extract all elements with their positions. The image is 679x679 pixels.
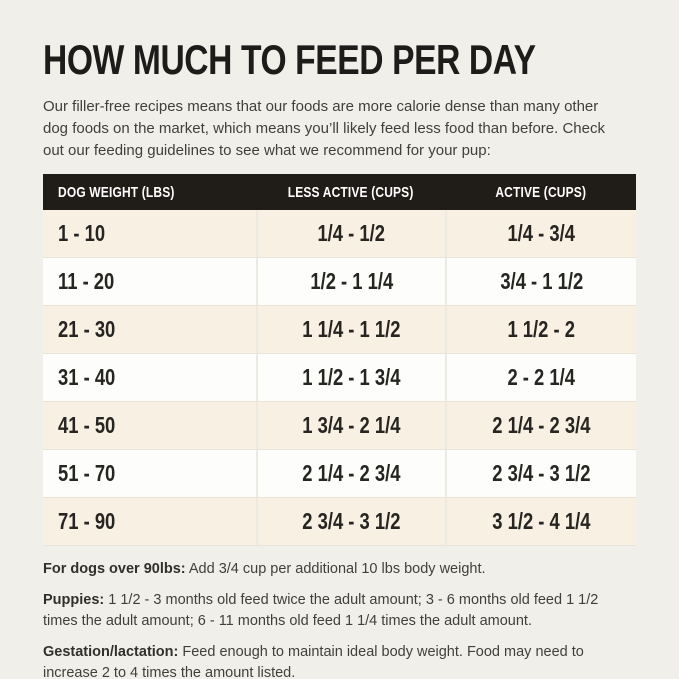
cell-less-active: 1 3/4 - 2 1/4: [256, 402, 445, 449]
note-over-90lbs: For dogs over 90lbs: Add 3/4 cup per add…: [43, 559, 633, 580]
cell-active: 3 1/2 - 4 1/4: [445, 498, 636, 545]
note-puppies-label: Puppies:: [43, 592, 105, 608]
feeding-guide-page: HOW MUCH TO FEED PER DAY Our filler-free…: [0, 36, 679, 679]
note-over-90lbs-text: Add 3/4 cup per additional 10 lbs body w…: [188, 561, 486, 577]
note-gestation-text: Feed enough to maintain ideal body weigh…: [43, 644, 584, 679]
table-row: 21 - 30 1 1/4 - 1 1/2 1 1/2 - 2: [43, 306, 636, 354]
cell-less-active: 1/4 - 1/2: [256, 210, 445, 257]
cell-weight: 21 - 30: [58, 316, 116, 342]
table-row: 31 - 40 1 1/2 - 1 3/4 2 - 2 1/4: [43, 354, 636, 402]
cell-active: 1/4 - 3/4: [445, 210, 636, 257]
footnotes: For dogs over 90lbs: Add 3/4 cup per add…: [43, 559, 633, 679]
cell-weight: 41 - 50: [58, 412, 116, 438]
table-row: 11 - 20 1/2 - 1 1/4 3/4 - 1 1/2: [43, 258, 636, 306]
cell-weight: 71 - 90: [58, 508, 116, 534]
cell-active: 2 3/4 - 3 1/2: [445, 450, 636, 497]
cell-weight: 11 - 20: [58, 268, 115, 294]
cell-less-active: 2 3/4 - 3 1/2: [256, 498, 445, 545]
note-gestation: Gestation/lactation: Feed enough to main…: [43, 642, 633, 679]
column-header-less-active: LESS ACTIVE (CUPS): [256, 184, 445, 201]
cell-active: 3/4 - 1 1/2: [445, 258, 636, 305]
column-header-dog-weight: DOG WEIGHT (LBS): [43, 184, 256, 201]
cell-active: 2 1/4 - 2 3/4: [445, 402, 636, 449]
column-header-active: ACTIVE (CUPS): [445, 184, 636, 201]
column-header-dog-weight-text: DOG WEIGHT (LBS): [58, 183, 175, 201]
column-header-active-text: ACTIVE (CUPS): [495, 183, 586, 201]
note-puppies: Puppies: 1 1/2 - 3 months old feed twice…: [43, 590, 633, 632]
cell-weight: 31 - 40: [58, 364, 116, 390]
column-header-less-active-text: LESS ACTIVE (CUPS): [287, 183, 414, 201]
cell-less-active: 1 1/4 - 1 1/2: [256, 306, 445, 353]
table-row: 71 - 90 2 3/4 - 3 1/2 3 1/2 - 4 1/4: [43, 498, 636, 546]
cell-weight: 51 - 70: [58, 460, 116, 486]
note-gestation-label: Gestation/lactation:: [43, 644, 179, 660]
cell-less-active: 1/2 - 1 1/4: [256, 258, 445, 305]
cell-active: 1 1/2 - 2: [445, 306, 636, 353]
table-row: 41 - 50 1 3/4 - 2 1/4 2 1/4 - 2 3/4: [43, 402, 636, 450]
note-puppies-text: 1 1/2 - 3 months old feed twice the adul…: [43, 592, 599, 629]
cell-less-active: 1 1/2 - 1 3/4: [256, 354, 445, 401]
page-title-text: HOW MUCH TO FEED PER DAY: [43, 36, 536, 83]
cell-active: 2 - 2 1/4: [445, 354, 636, 401]
feeding-table: DOG WEIGHT (LBS) LESS ACTIVE (CUPS) ACTI…: [43, 174, 636, 546]
cell-weight: 1 - 10: [58, 220, 106, 246]
feeding-table-header-row: DOG WEIGHT (LBS) LESS ACTIVE (CUPS) ACTI…: [43, 174, 636, 210]
cell-less-active: 2 1/4 - 2 3/4: [256, 450, 445, 497]
intro-paragraph: Our filler-free recipes means that our f…: [43, 98, 605, 159]
note-over-90lbs-label: For dogs over 90lbs:: [43, 561, 186, 577]
table-row: 51 - 70 2 1/4 - 2 3/4 2 3/4 - 3 1/2: [43, 450, 636, 498]
table-row: 1 - 10 1/4 - 1/2 1/4 - 3/4: [43, 210, 636, 258]
page-title: HOW MUCH TO FEED PER DAY: [43, 36, 636, 84]
